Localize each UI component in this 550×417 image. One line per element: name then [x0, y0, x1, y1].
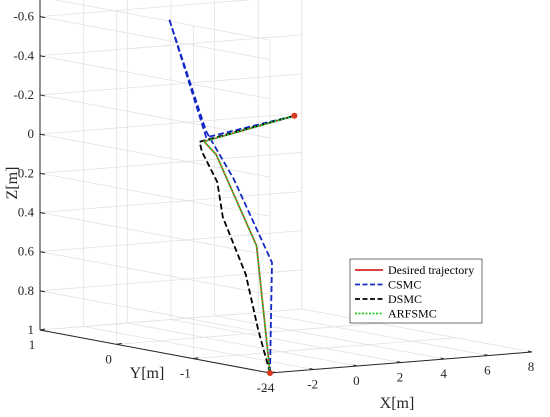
grid-line — [258, 312, 489, 356]
y-tick-labels: -2 -1 0 1 — [29, 337, 268, 395]
grid-line — [39, 112, 303, 135]
grid-line — [301, 308, 533, 353]
z-tick-mark — [39, 133, 46, 136]
x-tick-mark — [527, 350, 533, 353]
grid-line — [170, 319, 402, 363]
y-axis-line — [39, 329, 271, 374]
grid-line — [39, 308, 303, 331]
z-tick-mark — [39, 211, 46, 214]
y-tick-label: -1 — [180, 366, 191, 381]
axes-box — [39, 0, 533, 374]
x-tick-labels: -4 -2 0 2 4 6 8 — [264, 359, 535, 395]
grid-line — [39, 172, 271, 217]
marker-start — [267, 370, 273, 376]
series-line-arfsmc — [203, 114, 295, 374]
grid-line — [127, 322, 358, 367]
grid-line — [39, 269, 303, 292]
z-tick-mark — [39, 55, 46, 58]
z-axis-label: Z[m] — [4, 167, 21, 200]
z-tick-label: 0 — [28, 126, 35, 141]
y-tick-label: -2 — [257, 380, 268, 395]
z-tick-label: 0.2 — [18, 165, 34, 180]
grid-line — [116, 322, 379, 345]
z-tick-label: 0.4 — [18, 204, 35, 219]
legend-label: DSMC — [388, 292, 422, 306]
y-tick-mark — [116, 342, 122, 345]
z-tick-label: 0.8 — [18, 283, 34, 298]
x-axis-label: X[m] — [380, 395, 415, 412]
x-tick-mark — [396, 361, 402, 363]
grid-line — [39, 16, 271, 60]
grid-line — [193, 337, 456, 360]
grid-line — [83, 326, 314, 370]
grid-line — [39, 73, 303, 96]
z-tick-label: -0.4 — [13, 48, 34, 63]
y-tick-label: 0 — [105, 351, 112, 366]
series-line-csmc — [168, 17, 295, 374]
z-tick-mark — [39, 290, 46, 293]
marker-end — [291, 112, 298, 119]
x-tick-label: -2 — [307, 377, 318, 392]
x-tick-mark — [309, 368, 314, 370]
z-tick-mark — [39, 251, 46, 254]
y-tick-label: 1 — [29, 337, 36, 352]
grid-line — [39, 230, 303, 253]
grid-line — [39, 133, 271, 178]
x-tick-label: 6 — [484, 363, 491, 378]
x-tick-mark — [484, 354, 489, 356]
grid-line — [53, 0, 271, 41]
grid-line — [39, 55, 271, 100]
grid-line — [214, 315, 445, 360]
series-line-dsmc — [198, 114, 295, 374]
x-tick-label: -4 — [264, 380, 275, 395]
series-layer — [168, 17, 295, 374]
z-tick-mark — [39, 16, 46, 19]
legend-label: ARFSMC — [388, 307, 437, 321]
grid-line — [39, 0, 252, 17]
grid-line — [39, 212, 271, 256]
y-axis-label: Y[m] — [130, 365, 165, 382]
x-tick-mark — [440, 357, 445, 360]
z-tick-mark — [39, 94, 46, 97]
grid-line — [39, 290, 271, 335]
marker-layer — [267, 112, 298, 376]
x-tick-mark — [353, 364, 358, 367]
z-tick-mark — [39, 172, 46, 175]
z-tick-label: -0.6 — [13, 9, 34, 24]
x-tick-label: 8 — [528, 359, 535, 374]
z-tick-label: -0.2 — [13, 87, 34, 102]
grid-line — [39, 151, 303, 174]
legend-label: Desired trajectory — [388, 263, 474, 277]
grid-line — [39, 34, 303, 57]
z-tick-label: 1 — [28, 322, 35, 337]
x-tick-label: 4 — [440, 366, 447, 381]
x-tick-label: 0 — [353, 373, 360, 388]
grid-line — [39, 191, 303, 213]
legend-label: CSMC — [388, 278, 421, 292]
y-tick-mark — [193, 357, 199, 360]
grid-line — [39, 251, 271, 296]
y-tick-mark — [39, 328, 46, 331]
z-tick-label: 0.6 — [18, 244, 35, 259]
x-tick-label: 2 — [397, 370, 404, 385]
z-tick-labels: -0.6 -0.4 -0.2 0 0.2 0.4 0.6 0.8 1 — [13, 9, 34, 337]
